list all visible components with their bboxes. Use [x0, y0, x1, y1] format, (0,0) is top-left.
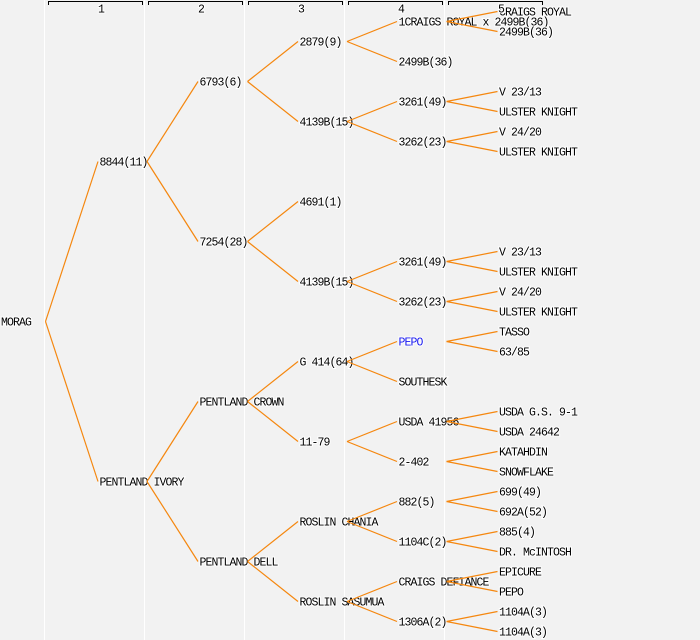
svg-text:2-402: 2-402 — [399, 457, 430, 470]
svg-text:1104A(3): 1104A(3) — [499, 627, 547, 640]
svg-text:1CRAIGS ROYAL x 2499B(36): 1CRAIGS ROYAL x 2499B(36) — [399, 17, 549, 30]
svg-text:5: 5 — [498, 3, 505, 16]
svg-text:4691(1): 4691(1) — [300, 197, 342, 210]
svg-text:USDA 24642: USDA 24642 — [499, 427, 560, 440]
svg-text:3: 3 — [298, 3, 305, 16]
svg-text:CRAIGS DEFIANCE: CRAIGS DEFIANCE — [399, 577, 490, 590]
svg-text:2: 2 — [198, 3, 205, 16]
svg-text:4139B(15): 4139B(15) — [300, 277, 354, 290]
svg-text:KATAHDIN: KATAHDIN — [499, 447, 547, 460]
svg-text:CRAIGS ROYAL: CRAIGS ROYAL — [499, 7, 572, 20]
svg-text:PEPO: PEPO — [399, 337, 424, 350]
svg-text:7254(28): 7254(28) — [200, 237, 248, 250]
svg-text:1104C(2): 1104C(2) — [399, 537, 447, 550]
svg-text:SOUTHESK: SOUTHESK — [399, 377, 448, 390]
svg-text:ULSTER KNIGHT: ULSTER KNIGHT — [499, 307, 578, 320]
svg-text:1306A(2): 1306A(2) — [399, 617, 447, 630]
svg-text:ULSTER KNIGHT: ULSTER KNIGHT — [499, 267, 578, 280]
svg-text:G 414(64): G 414(64) — [300, 357, 354, 370]
svg-text:63/85: 63/85 — [499, 347, 530, 360]
svg-text:3261(49): 3261(49) — [399, 97, 447, 110]
svg-text:692A(52): 692A(52) — [499, 507, 547, 520]
svg-text:2879(9): 2879(9) — [300, 37, 342, 50]
svg-text:1104A(3): 1104A(3) — [499, 607, 547, 620]
svg-text:4: 4 — [398, 3, 405, 16]
svg-text:USDA G.S. 9-1: USDA G.S. 9-1 — [499, 407, 578, 420]
svg-text:MORAG: MORAG — [1, 317, 32, 330]
svg-text:3262(23): 3262(23) — [399, 137, 447, 150]
svg-text:2499B(36): 2499B(36) — [399, 57, 453, 70]
svg-text:699(49): 699(49) — [499, 487, 541, 500]
svg-text:6793(6): 6793(6) — [200, 77, 242, 90]
svg-text:ROSLIN SASUMUA: ROSLIN SASUMUA — [300, 597, 385, 610]
svg-text:885(4): 885(4) — [499, 527, 535, 540]
svg-text:SNOWFLAKE: SNOWFLAKE — [499, 467, 554, 480]
svg-text:V 24/20: V 24/20 — [499, 287, 542, 300]
svg-text:PENTLAND CROWN: PENTLAND CROWN — [200, 397, 284, 410]
svg-text:4139B(15): 4139B(15) — [300, 117, 354, 130]
svg-text:PENTLAND IVORY: PENTLAND IVORY — [100, 477, 185, 490]
svg-text:882(5): 882(5) — [399, 497, 435, 510]
svg-text:PENTLAND DELL: PENTLAND DELL — [200, 557, 279, 570]
svg-text:USDA 41956: USDA 41956 — [399, 417, 460, 430]
svg-text:2499B(36): 2499B(36) — [499, 27, 553, 40]
svg-text:1: 1 — [98, 3, 105, 16]
svg-text:V 24/20: V 24/20 — [499, 127, 542, 140]
svg-text:3261(49): 3261(49) — [399, 257, 447, 270]
svg-text:PEPO: PEPO — [499, 587, 524, 600]
svg-text:ROSLIN CHANIA: ROSLIN CHANIA — [300, 517, 379, 530]
svg-text:11-79: 11-79 — [300, 437, 331, 450]
svg-text:ULSTER KNIGHT: ULSTER KNIGHT — [499, 147, 578, 160]
svg-text:ULSTER KNIGHT: ULSTER KNIGHT — [499, 107, 578, 120]
svg-text:TASSO: TASSO — [499, 327, 530, 340]
svg-text:EPICURE: EPICURE — [499, 567, 542, 580]
svg-text:3262(23): 3262(23) — [399, 297, 447, 310]
svg-text:DR. McINTOSH: DR. McINTOSH — [499, 547, 571, 560]
svg-text:8844(11): 8844(11) — [100, 157, 148, 170]
svg-text:V 23/13: V 23/13 — [499, 247, 542, 260]
svg-text:V 23/13: V 23/13 — [499, 87, 542, 100]
